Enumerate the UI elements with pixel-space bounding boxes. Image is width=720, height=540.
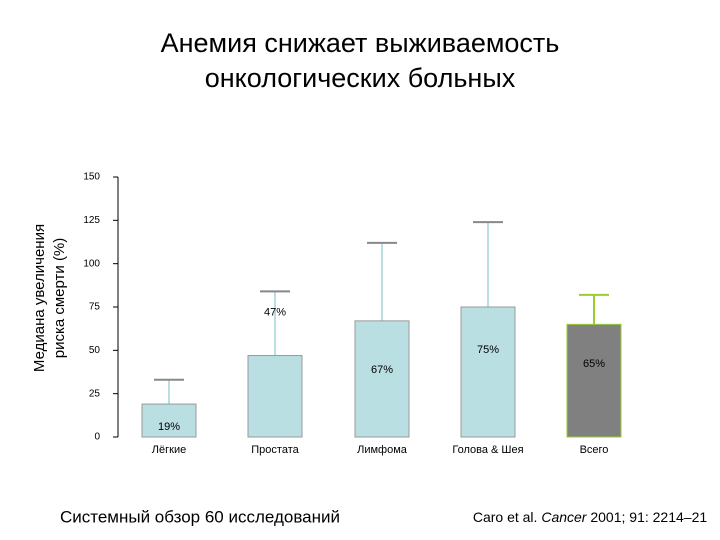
chart-title: Анемия снижает выживаемость [161, 28, 560, 58]
bar [141, 403, 197, 438]
y-axis-label: риска смерти (%) [51, 238, 68, 359]
bar [247, 355, 303, 438]
footnote: Caro et al. Cancer 2001; 91: 2214–21 [473, 509, 708, 525]
x-tick-label: Всего [580, 444, 609, 456]
value-label: 67% [371, 364, 393, 376]
footnote-part: Caro et al. [473, 509, 541, 525]
y-tick-label: 25 [89, 388, 101, 399]
y-tick-label: 150 [83, 172, 100, 183]
y-tick-label: 125 [83, 215, 100, 226]
footnote-part: Cancer [541, 509, 587, 525]
y-tick-label: 75 [89, 302, 101, 313]
y-axis-label: Медиана увеличения [31, 224, 48, 372]
bar [566, 323, 622, 438]
footnote: Системный обзор 60 исследований [60, 507, 340, 526]
y-tick-label: 50 [89, 345, 101, 356]
bar [354, 320, 410, 438]
x-tick-label: Лимфома [357, 444, 408, 456]
x-tick-label: Простата [251, 444, 299, 456]
y-tick-label: 0 [94, 432, 100, 443]
footnote-part: 2001; 91: 2214–21 [586, 509, 707, 525]
value-label: 65% [583, 358, 605, 370]
chart-title: онкологических больных [205, 63, 516, 93]
x-tick-label: Голова & Шея [452, 444, 523, 456]
value-label: 47% [264, 306, 286, 318]
y-tick-label: 100 [83, 258, 100, 269]
bar [460, 306, 516, 438]
value-label: 75% [477, 344, 499, 356]
value-label: 19% [158, 421, 180, 433]
x-tick-label: Лёгкие [152, 444, 186, 456]
